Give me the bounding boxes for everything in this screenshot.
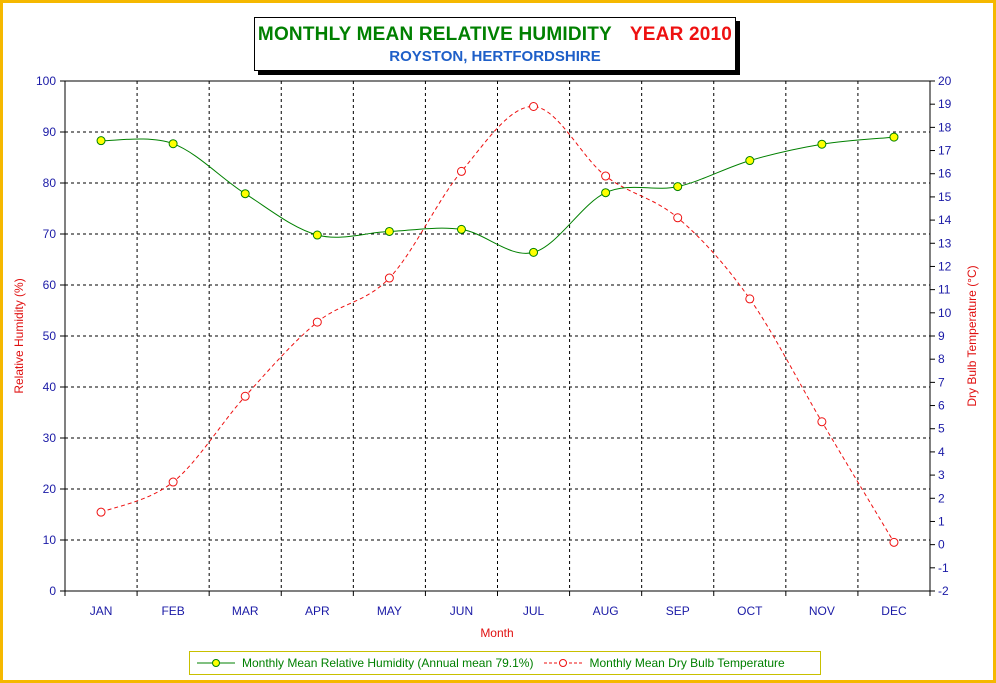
y-tick-label: 60 (43, 278, 57, 292)
y2-tick-label: 18 (938, 120, 952, 134)
temperature-point (601, 171, 611, 181)
legend-humidity-label: Monthly Mean Relative Humidity (Annual m… (242, 656, 534, 670)
x-tick-label: DEC (881, 604, 907, 618)
x-tick-label: JUL (523, 604, 545, 618)
y2-tick-label: -2 (938, 584, 949, 598)
legend-item-temperature: Monthly Mean Dry Bulb Temperature (543, 656, 785, 670)
y2-tick-label: 9 (938, 329, 945, 343)
temperature-point (529, 102, 539, 111)
chart-year: YEAR 2010 (629, 24, 733, 45)
y-tick-label: 30 (43, 431, 57, 445)
y2-tick-label: 8 (938, 352, 945, 366)
legend-temperature-label: Monthly Mean Dry Bulb Temperature (589, 656, 785, 670)
y2-axis-title: Dry Bulb Temperature (°C) (965, 265, 979, 406)
y-tick-label: 80 (43, 176, 57, 190)
humidity-point (817, 139, 827, 149)
y2-tick-label: 20 (938, 74, 952, 88)
temperature-point (456, 166, 466, 176)
y2-tick-label: 11 (938, 283, 951, 297)
legend-temperature-swatch (544, 659, 583, 667)
y2-tick-label: 5 (938, 422, 945, 436)
legend: Monthly Mean Relative Humidity (Annual m… (189, 651, 821, 675)
y2-tick-label: -1 (938, 561, 949, 575)
humidity-point (745, 156, 755, 166)
y2-tick-label: 14 (938, 213, 952, 227)
x-tick-label: APR (305, 604, 330, 618)
y-tick-label: 0 (49, 584, 56, 598)
x-tick-label: FEB (161, 604, 184, 618)
humidity-point (889, 132, 899, 142)
x-tick-label: NOV (809, 604, 835, 618)
y2-tick-label: 2 (938, 491, 945, 505)
y-tick-label: 20 (43, 482, 57, 496)
y-tick-label: 40 (43, 380, 57, 394)
temperature-point (312, 317, 322, 327)
y-tick-label: 90 (43, 125, 57, 139)
y2-tick-label: 17 (938, 144, 952, 158)
humidity-point (673, 182, 683, 192)
chart-subtitle: ROYSTON, HERTFORDSHIRE (389, 48, 601, 65)
humidity-point (240, 189, 250, 199)
title-line: MONTHLY MEAN RELATIVE HUMIDITY YEAR 2010 (255, 24, 735, 46)
x-axis-title: Month (480, 626, 513, 640)
chart-title: MONTHLY MEAN RELATIVE HUMIDITY (257, 24, 612, 45)
temperature-point (384, 273, 394, 283)
temperature-point (817, 417, 827, 427)
y2-tick-label: 0 (938, 538, 945, 552)
y-tick-label: 50 (43, 329, 57, 343)
grid-lines (65, 81, 930, 591)
humidity-point (384, 226, 394, 236)
y-tick-label: 10 (43, 533, 57, 547)
series (96, 102, 899, 547)
x-tick-label: JUN (450, 604, 473, 618)
y2-tick-label: 6 (938, 399, 945, 413)
y2-tick-label: 13 (938, 236, 952, 250)
y-tick-label: 70 (43, 227, 57, 241)
temperature-point (96, 507, 106, 517)
temperature-point (168, 477, 178, 487)
y2-tick-label: 19 (938, 97, 952, 111)
y2-tick-label: 7 (938, 375, 945, 389)
x-tick-label: MAR (232, 604, 259, 618)
temperature-point (673, 213, 683, 223)
x-tick-label: OCT (737, 604, 763, 618)
humidity-point (168, 139, 178, 149)
y2-tick-label: 3 (938, 468, 945, 482)
y-tick-label: 100 (36, 74, 56, 88)
humidity-point (601, 188, 611, 198)
axis-labels: Month Relative Humidity (%) Dry Bulb Tem… (12, 265, 979, 640)
y2-tick-label: 12 (938, 259, 952, 273)
temperature-point (889, 537, 899, 547)
x-tick-label: SEP (666, 604, 690, 618)
temperature-point (745, 294, 755, 304)
y2-tick-label: 15 (938, 190, 952, 204)
legend-item-humidity: Monthly Mean Relative Humidity (Annual m… (196, 656, 533, 670)
y-axis-title: Relative Humidity (%) (12, 278, 26, 393)
x-tick-label: MAY (377, 604, 402, 618)
humidity-point (96, 136, 106, 146)
legend-humidity-swatch (197, 659, 235, 667)
axes: 0102030405060708090100-2-101234567891011… (36, 74, 952, 618)
humidity-point (529, 247, 539, 257)
humidity-point (312, 230, 322, 240)
y2-tick-label: 4 (938, 445, 945, 459)
y2-tick-label: 1 (938, 514, 945, 528)
y2-tick-label: 16 (938, 167, 952, 181)
x-tick-label: JAN (90, 604, 113, 618)
temperature-point (240, 391, 250, 401)
humidity-point (456, 224, 466, 234)
title-box: MONTHLY MEAN RELATIVE HUMIDITY YEAR 2010 … (254, 17, 736, 71)
y2-tick-label: 10 (938, 306, 952, 320)
x-tick-label: AUG (593, 604, 619, 618)
